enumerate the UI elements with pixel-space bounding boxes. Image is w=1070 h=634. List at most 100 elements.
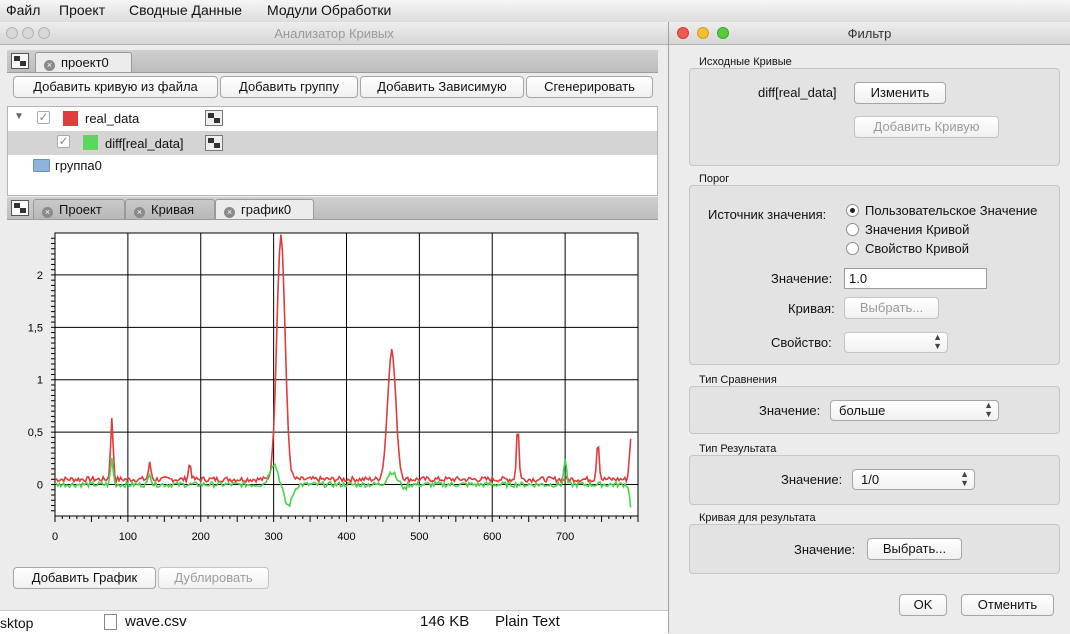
color-swatch — [83, 135, 98, 150]
plot-area[interactable]: 0 100 200 300 400 500 600 700 0 0,5 1 1,5 2 — [10, 230, 640, 550]
project-tabbar: × проект0 — [7, 50, 658, 73]
result-value-label: Значение: — [781, 472, 843, 487]
source-curve-label: diff[real_data] — [758, 85, 837, 100]
filter-dialog: Фильтр Исходные Кривые diff[real_data] И… — [668, 22, 1070, 633]
group-title-threshold: Порог — [699, 173, 730, 185]
choose-result-curve-button[interactable]: Выбрать... — [867, 538, 962, 560]
file-size: 146 KB — [420, 613, 470, 630]
close-button[interactable] — [6, 27, 18, 39]
tree-row-group[interactable]: группа0 — [8, 155, 657, 179]
result-curve-value-label: Значение: — [794, 542, 856, 557]
filter-title: Фильтр — [847, 26, 892, 41]
menu-modules[interactable]: Модули Обработки — [267, 2, 392, 18]
menu-project[interactable]: Проект — [59, 2, 106, 18]
generate-button[interactable]: Сгенерировать — [526, 76, 653, 98]
radio-curve-property[interactable] — [846, 242, 859, 255]
value-source-label: Источник значения: — [708, 207, 827, 222]
close-tab-icon[interactable]: × — [44, 60, 55, 71]
close-tab-icon[interactable]: × — [134, 207, 145, 218]
radio-label: Пользовательское Значение — [865, 203, 1038, 218]
x-tick-label: 300 — [264, 531, 282, 543]
result-select[interactable]: 1/0 ▲ ▼ — [852, 469, 975, 490]
zoom-button[interactable] — [38, 27, 50, 39]
x-tick-label: 200 — [192, 531, 210, 543]
change-button[interactable]: Изменить — [854, 82, 946, 104]
checkbox[interactable]: ✓ — [37, 110, 50, 124]
new-tab-icon[interactable] — [11, 200, 29, 216]
x-tick-label: 0 — [52, 531, 58, 543]
x-tick-label: 700 — [556, 531, 574, 543]
filter-titlebar: Фильтр — [669, 22, 1070, 45]
file-name: wave.csv — [125, 613, 187, 630]
finder-sidebar-label: sktop — [0, 615, 34, 631]
minimize-button[interactable] — [22, 27, 34, 39]
curve-label: diff[real_data] — [105, 136, 184, 151]
file-kind: Plain Text — [495, 613, 560, 630]
compare-value-label: Значение: — [759, 403, 821, 418]
y-tick-label: 2 — [37, 270, 43, 282]
tree-row-diff[interactable]: ✓ diff[real_data] — [8, 131, 657, 155]
curve-action-icon[interactable] — [205, 110, 223, 126]
add-curve-from-file-button[interactable]: Добавить кривую из файла — [13, 76, 218, 98]
menu-file[interactable]: Файл — [6, 2, 41, 18]
x-tick-label: 400 — [337, 531, 355, 543]
x-tick-label: 600 — [483, 531, 501, 543]
close-button[interactable] — [677, 27, 689, 39]
duplicate-button[interactable]: Дублировать — [158, 567, 269, 589]
tab-curve[interactable]: × Кривая — [125, 199, 215, 219]
stepper-arrows-icon: ▲ ▼ — [984, 400, 993, 419]
compare-select[interactable]: больше ▲ ▼ — [830, 400, 999, 421]
folder-icon — [33, 159, 50, 172]
y-tick-label: 1,5 — [28, 322, 43, 334]
menu-summary[interactable]: Сводные Данные — [129, 2, 243, 18]
y-tick-label: 0,5 — [28, 427, 43, 439]
choose-curve-button[interactable]: Выбрать... — [844, 297, 939, 319]
main-titlebar: Анализатор Кривых — [0, 22, 668, 45]
tree-row-real-data[interactable]: ▼ ✓ real_data — [8, 107, 657, 131]
group-title-result-curve: Кривая для результата — [699, 512, 816, 524]
property-select[interactable]: ▲ ▼ — [844, 332, 948, 353]
radio-label: Значения Кривой — [865, 222, 970, 237]
zoom-button[interactable] — [717, 27, 729, 39]
checkbox[interactable]: ✓ — [57, 134, 70, 148]
add-plot-button[interactable]: Добавить График — [13, 567, 156, 589]
view-tabbar: × Проект × Кривая × график0 — [7, 197, 658, 220]
tab-project0[interactable]: × проект0 — [35, 52, 132, 72]
group-label: группа0 — [55, 158, 102, 173]
close-tab-icon[interactable]: × — [224, 207, 235, 218]
series-line-0 — [54, 234, 632, 485]
add-dependent-button[interactable]: Добавить Зависимую — [360, 76, 524, 98]
tab-project[interactable]: × Проект — [33, 199, 125, 219]
group-title-source: Исходные Кривые — [699, 56, 792, 68]
curve-analyzer-window: Анализатор Кривых × проект0 Добавить крив… — [0, 22, 668, 633]
radio-custom-value[interactable] — [846, 204, 859, 217]
radio-label: Свойство Кривой — [865, 241, 970, 256]
radio-curve-values[interactable] — [846, 223, 859, 236]
cancel-button[interactable]: Отменить — [961, 594, 1054, 616]
y-tick-label: 1 — [37, 375, 43, 387]
main-title: Анализатор Кривых — [274, 26, 394, 41]
group-title-result: Тип Результата — [699, 443, 777, 455]
y-tick-label: 0 — [37, 480, 43, 492]
x-tick-label: 100 — [119, 531, 137, 543]
add-curve-button[interactable]: Добавить Кривую — [854, 116, 999, 138]
disclosure-triangle-icon[interactable]: ▼ — [14, 111, 24, 122]
minimize-button[interactable] — [697, 27, 709, 39]
add-group-button[interactable]: Добавить группу — [220, 76, 358, 98]
curve-label: Кривая: — [788, 301, 835, 316]
series-line-1 — [54, 457, 632, 508]
stepper-arrows-icon: ▲ ▼ — [960, 469, 969, 488]
close-tab-icon[interactable]: × — [42, 207, 53, 218]
value-input[interactable]: 1.0 — [844, 268, 987, 289]
new-tab-icon[interactable] — [11, 53, 29, 69]
color-swatch — [63, 111, 78, 126]
x-tick-label: 500 — [410, 531, 428, 543]
menubar: Файл Проект Сводные Данные Модули Обрабо… — [0, 0, 1070, 23]
ok-button[interactable]: OK — [899, 594, 947, 616]
curve-label: real_data — [85, 111, 140, 126]
tab-plot0[interactable]: × график0 — [215, 199, 314, 219]
file-icon — [104, 614, 117, 630]
property-label: Свойство: — [771, 335, 832, 350]
finder-row[interactable]: sktop wave.csv 146 KB Plain Text — [0, 610, 668, 634]
curve-action-icon[interactable] — [205, 135, 223, 151]
